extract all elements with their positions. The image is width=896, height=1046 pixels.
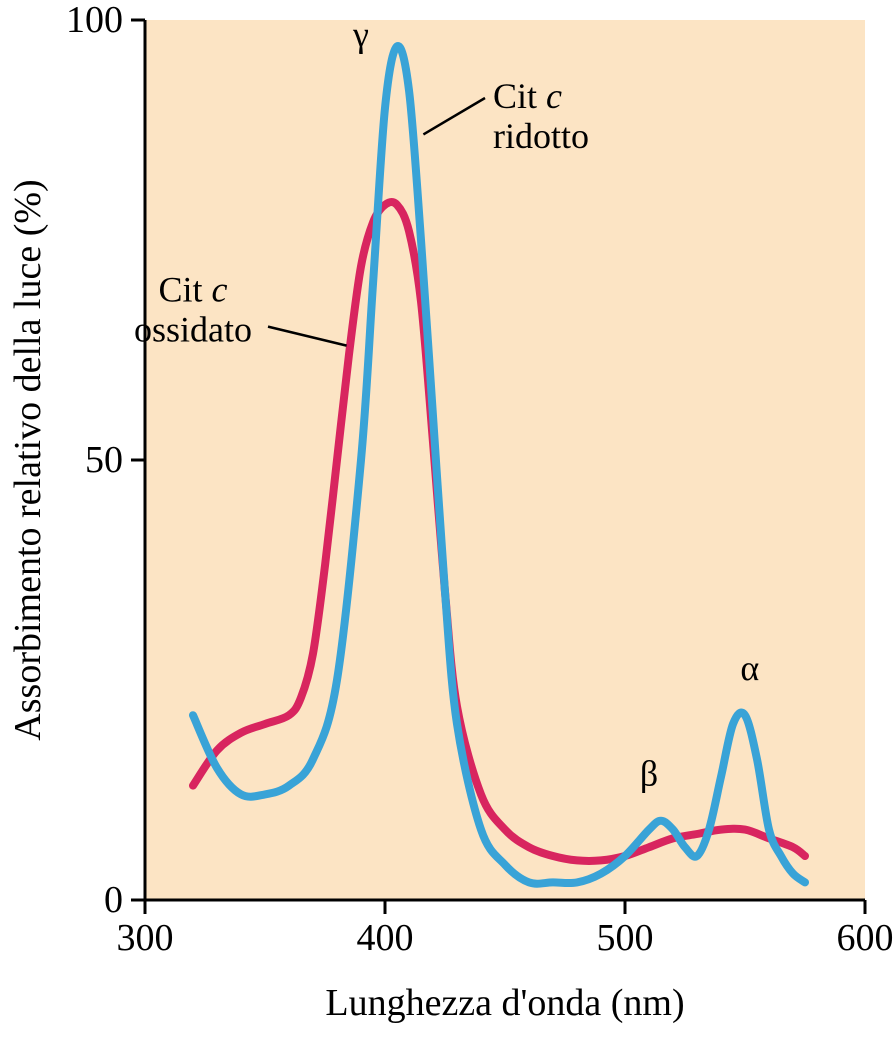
x-tick-label: 500 — [597, 917, 654, 959]
y-tick-label: 50 — [85, 439, 123, 481]
x-tick-label: 400 — [357, 917, 414, 959]
peak-label: β — [640, 754, 658, 794]
x-axis-label: Lunghezza d'onda (nm) — [325, 982, 684, 1024]
x-tick-label: 300 — [117, 917, 174, 959]
x-tick-label: 600 — [837, 917, 894, 959]
absorption-spectrum-chart: 300 400 500 600 0 50 100 Lunghezza d'onda (nm) A… — [0, 0, 896, 1046]
peak-label: α — [740, 648, 759, 688]
y-tick-label: 0 — [104, 879, 123, 921]
y-axis-label: Assorbimento relativo della luce (%) — [7, 179, 49, 740]
chart-container: 300 400 500 600 0 50 100 Lunghezza d'onda (nm) A… — [0, 0, 896, 1046]
y-tick-label: 100 — [66, 0, 123, 41]
peak-label: γ — [352, 14, 369, 54]
